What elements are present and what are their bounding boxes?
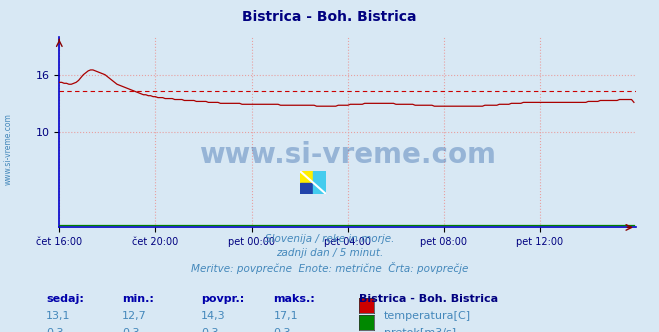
Text: Slovenija / reke in morje.: Slovenija / reke in morje.	[265, 234, 394, 244]
Text: 0,3: 0,3	[201, 328, 219, 332]
Text: 17,1: 17,1	[273, 311, 298, 321]
Polygon shape	[300, 183, 313, 194]
Text: 0,3: 0,3	[46, 328, 64, 332]
Text: 14,3: 14,3	[201, 311, 225, 321]
Text: 0,3: 0,3	[273, 328, 291, 332]
Text: 0,3: 0,3	[122, 328, 140, 332]
Text: 13,1: 13,1	[46, 311, 71, 321]
Text: Bistrica - Boh. Bistrica: Bistrica - Boh. Bistrica	[243, 10, 416, 24]
Text: zadnji dan / 5 minut.: zadnji dan / 5 minut.	[276, 248, 383, 258]
Text: 12,7: 12,7	[122, 311, 147, 321]
Text: Bistrica - Boh. Bistrica: Bistrica - Boh. Bistrica	[359, 294, 498, 304]
Text: sedaj:: sedaj:	[46, 294, 84, 304]
Text: www.si-vreme.com: www.si-vreme.com	[4, 114, 13, 185]
Text: pretok[m3/s]: pretok[m3/s]	[384, 328, 456, 332]
Text: Meritve: povprečne  Enote: metrične  Črta: povprečje: Meritve: povprečne Enote: metrične Črta:…	[191, 262, 468, 274]
Bar	[300, 171, 313, 183]
Text: min.:: min.:	[122, 294, 154, 304]
Bar	[313, 171, 326, 183]
Text: temperatura[C]: temperatura[C]	[384, 311, 471, 321]
Text: www.si-vreme.com: www.si-vreme.com	[199, 141, 496, 169]
Text: maks.:: maks.:	[273, 294, 315, 304]
Bar	[313, 183, 326, 194]
Text: povpr.:: povpr.:	[201, 294, 244, 304]
